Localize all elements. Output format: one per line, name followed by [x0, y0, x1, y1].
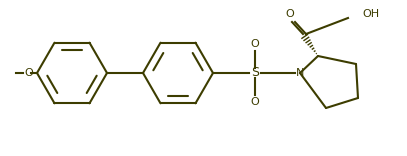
Text: OH: OH — [362, 9, 379, 19]
Text: N: N — [296, 68, 304, 78]
Text: O: O — [251, 39, 259, 49]
Text: S: S — [251, 66, 259, 80]
Text: O: O — [25, 68, 33, 78]
Text: O: O — [286, 9, 294, 19]
Text: O: O — [251, 97, 259, 107]
